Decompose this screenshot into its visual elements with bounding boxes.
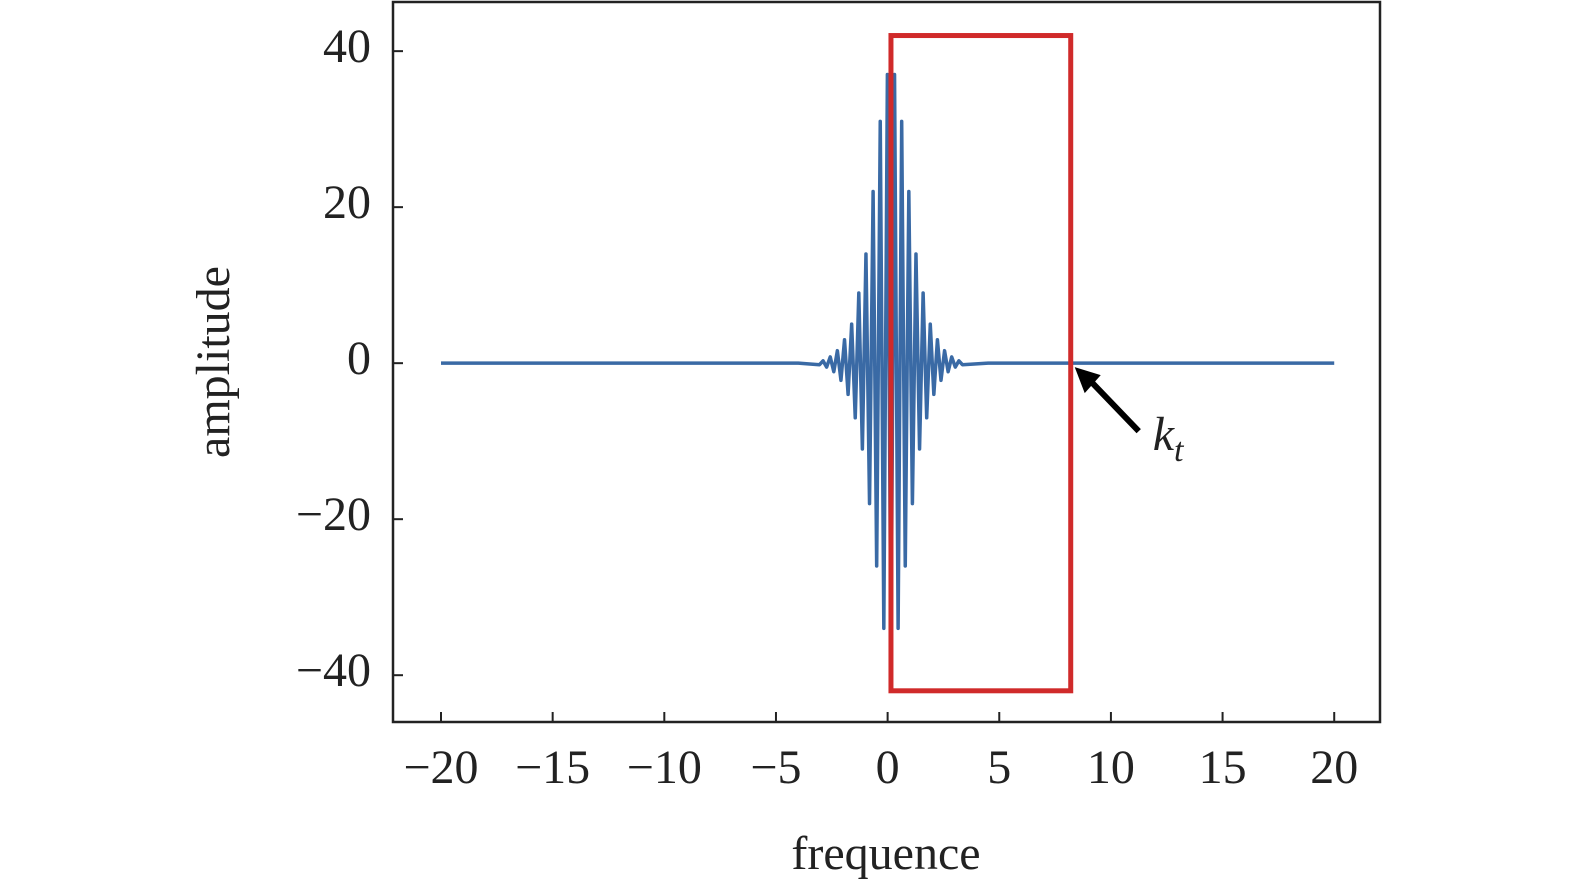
x-tick-label: −5 bbox=[750, 741, 801, 794]
x-tick-label: 10 bbox=[1087, 741, 1135, 794]
x-axis-label: frequence bbox=[791, 827, 980, 880]
y-tick-label: 0 bbox=[347, 332, 371, 385]
y-tick-label: −40 bbox=[296, 644, 371, 697]
annotation-label: kt bbox=[1153, 408, 1185, 469]
x-tick-label: −10 bbox=[627, 741, 702, 794]
y-tick-label: −20 bbox=[296, 488, 371, 541]
x-tick-label: −20 bbox=[403, 741, 478, 794]
highlight-box bbox=[888, 33, 1074, 694]
annotation-text: k bbox=[1153, 408, 1176, 461]
x-tick-label: −15 bbox=[515, 741, 590, 794]
y-tick-label: 40 bbox=[323, 20, 371, 73]
x-tick-label: 0 bbox=[876, 741, 900, 794]
y-tick-label: 20 bbox=[323, 176, 371, 229]
x-tick-label: 15 bbox=[1199, 741, 1247, 794]
annotation-arrowhead bbox=[1074, 367, 1101, 394]
x-tick-label: 5 bbox=[987, 741, 1011, 794]
x-tick-label: 20 bbox=[1310, 741, 1358, 794]
annotation-subscript: t bbox=[1174, 432, 1185, 469]
plot-frame bbox=[391, 0, 1382, 724]
y-axis-label: amplitude bbox=[187, 266, 240, 458]
annotation-arrow bbox=[1086, 377, 1141, 434]
line-series bbox=[441, 72, 1335, 670]
